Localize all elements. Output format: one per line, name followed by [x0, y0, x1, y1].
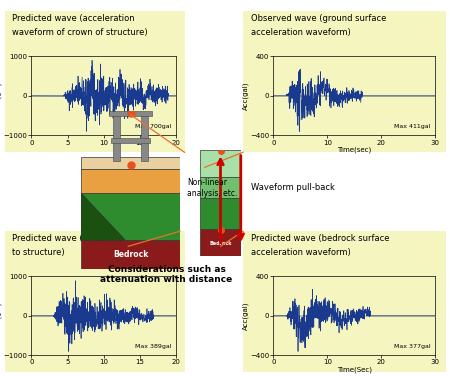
FancyBboxPatch shape: [239, 9, 450, 155]
Text: Predicted wave (input seismic motion: Predicted wave (input seismic motion: [12, 234, 170, 243]
Text: to structure): to structure): [12, 248, 64, 257]
Y-axis label: Acc(gal): Acc(gal): [242, 82, 248, 110]
Bar: [200, 229, 241, 256]
Text: Max 389gal: Max 389gal: [135, 344, 171, 349]
Text: Predicted wave (bedrock surface: Predicted wave (bedrock surface: [251, 234, 390, 243]
Text: Non-linear
analysis, etc.: Non-linear analysis, etc.: [187, 178, 237, 198]
Text: acceleration waveform): acceleration waveform): [251, 248, 351, 257]
Text: Bedrock: Bedrock: [113, 250, 148, 259]
Y-axis label: Acc(gal): Acc(gal): [242, 302, 248, 330]
Bar: [141, 114, 149, 161]
X-axis label: Time(sec): Time(sec): [337, 147, 372, 153]
Bar: [109, 111, 152, 116]
FancyBboxPatch shape: [1, 9, 188, 155]
Text: Bedrock: Bedrock: [209, 241, 232, 246]
Bar: [81, 157, 180, 169]
Text: Observed wave (ground surface: Observed wave (ground surface: [251, 14, 387, 23]
Bar: [200, 198, 241, 229]
FancyBboxPatch shape: [239, 229, 450, 375]
Bar: [81, 193, 180, 240]
Y-axis label: Acc(gal): Acc(gal): [0, 82, 2, 110]
Text: acceleration waveform): acceleration waveform): [251, 28, 351, 37]
Y-axis label: Acc(gal): Acc(gal): [0, 302, 2, 330]
Text: Max 700gal: Max 700gal: [135, 124, 171, 129]
Bar: [111, 138, 150, 143]
Text: Considerations such as
attenuation with distance: Considerations such as attenuation with …: [100, 265, 233, 285]
X-axis label: Time(Sec): Time(Sec): [337, 367, 372, 373]
Text: Predicted wave (acceleration: Predicted wave (acceleration: [12, 14, 134, 23]
Bar: [112, 114, 120, 161]
FancyBboxPatch shape: [1, 229, 188, 375]
Bar: [200, 177, 241, 198]
Text: Waveform pull-back: Waveform pull-back: [251, 183, 335, 193]
Bar: [81, 240, 180, 269]
Bar: [200, 150, 241, 177]
Bar: [81, 169, 180, 193]
Text: waveform of crown of structure): waveform of crown of structure): [12, 28, 147, 37]
Text: Max 377gal: Max 377gal: [394, 344, 431, 349]
Polygon shape: [81, 193, 126, 240]
Text: Max 411gal: Max 411gal: [394, 124, 431, 129]
